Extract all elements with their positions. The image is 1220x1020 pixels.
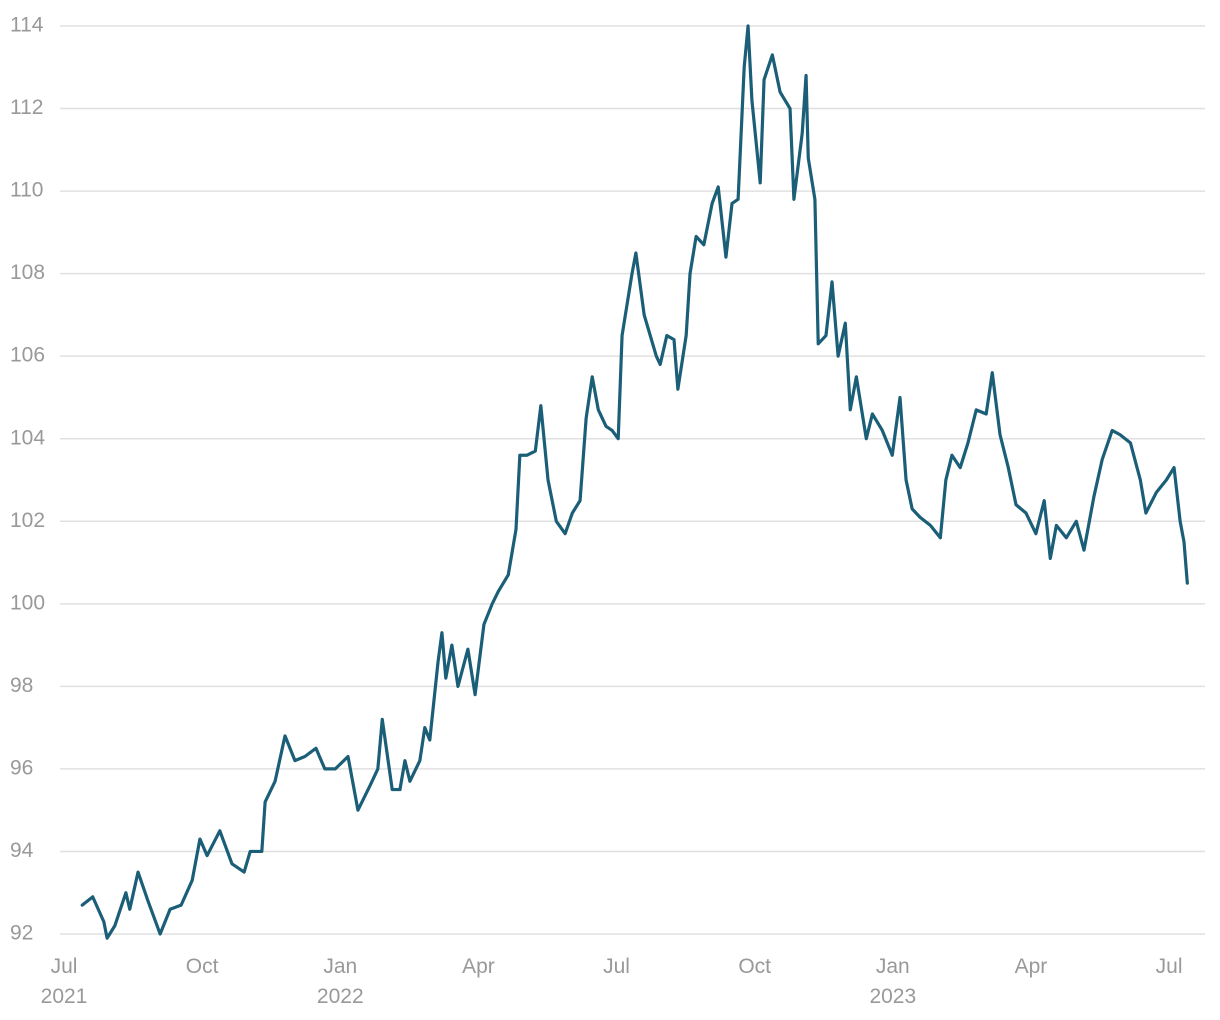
y-tick-label: 104 [10,426,45,449]
y-tick-label: 98 [10,674,33,697]
x-tick-label: Jul 2021 [40,955,88,1008]
y-tick-label: 114 [10,14,44,37]
x-tick-label: Jul [603,955,630,978]
data-line [80,24,1189,940]
x-tick-label: Jan 2022 [316,955,364,1008]
y-tick-label: 112 [10,96,43,119]
x-tick-label: Jul [1155,955,1183,978]
y-tick-label: 108 [10,261,45,284]
y-tick-label: 110 [10,179,43,202]
x-tick-label: Oct [185,955,219,978]
y-tick-label: 100 [10,591,45,614]
x-tick-label: Apr [462,955,495,978]
y-tick-label: 96 [10,756,33,779]
x-tick-label: Jan 2023 [869,955,917,1008]
y-tick-label: 92 [10,922,33,945]
x-tick-label: Apr [1014,955,1048,978]
y-tick-label: 94 [10,839,34,862]
y-tick-label: 102 [10,509,45,532]
x-tick-label: Oct [738,955,771,978]
y-tick-label: 106 [10,344,45,367]
